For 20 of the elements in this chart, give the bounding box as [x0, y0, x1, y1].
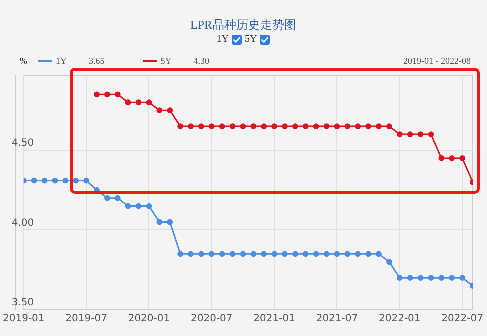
- chart-title: LPR品种历史走势图: [189, 17, 298, 34]
- y-axis-title: %: [20, 56, 28, 66]
- legend-label: 1Y: [56, 56, 67, 66]
- legend-label: 5Y: [160, 56, 172, 66]
- y-tick-label: 3.50: [12, 298, 34, 309]
- x-tick-label: 2021-01: [254, 314, 296, 325]
- x-tick-label: 2022-01: [378, 314, 421, 325]
- text: 1Y: [216, 34, 229, 45]
- x-tick-label: 2019-07: [66, 314, 108, 325]
- text: 3.65: [89, 56, 105, 66]
- x-tick-label: 2019-01: [2, 314, 45, 325]
- x-tick-label: 2021-07: [316, 314, 358, 325]
- text: 2019-01 - 2022-08: [404, 56, 471, 66]
- x-tick-label: 2020-07: [190, 314, 233, 325]
- x-tick-label: 2022-07: [442, 314, 484, 325]
- x-tick-label: 2020-01: [128, 314, 170, 325]
- text: 4.30: [194, 56, 210, 66]
- y-tick-label: 4.00: [12, 218, 34, 229]
- text: 5Y: [245, 34, 258, 45]
- y-tick-label: 4.50: [12, 138, 34, 150]
